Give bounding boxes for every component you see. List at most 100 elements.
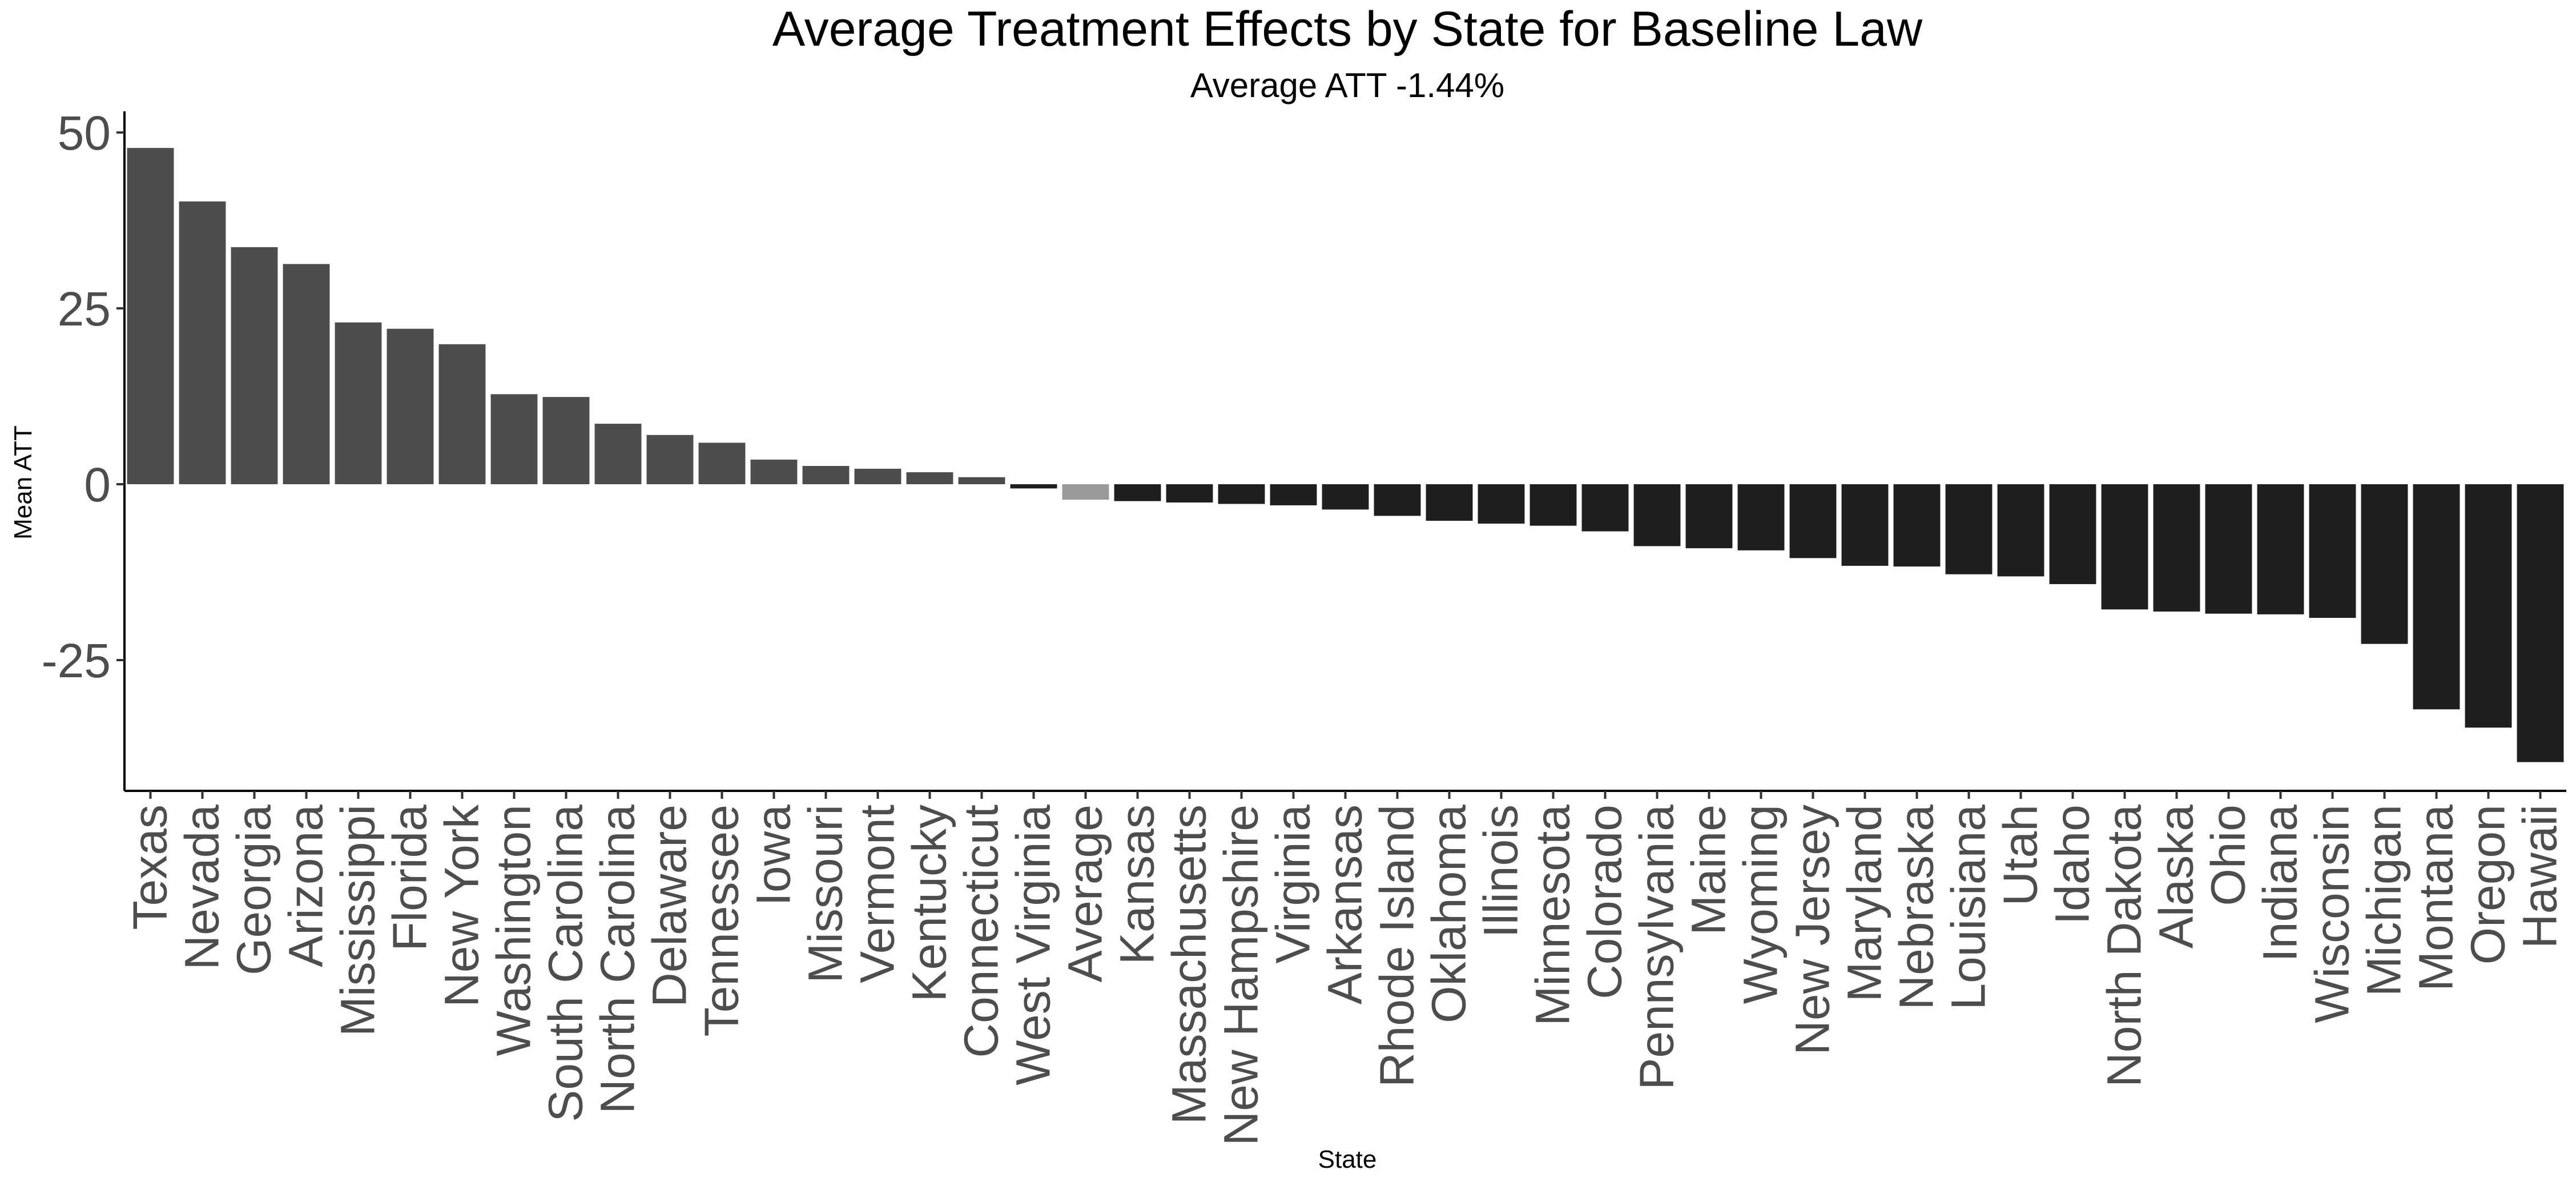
x-tick-label-wisconsin: Wisconsin xyxy=(2305,805,2359,1023)
x-tick-label-idaho: Idaho xyxy=(2046,805,2099,924)
bar-maine xyxy=(1685,484,1733,549)
bar-montana xyxy=(2413,484,2460,710)
x-tick-label-arkansas: Arkansas xyxy=(1318,805,1372,1004)
bar-west-virginia xyxy=(1010,484,1057,489)
bar-tennessee xyxy=(698,443,746,484)
x-tick-label-new-york: New York xyxy=(435,804,489,1007)
bar-kentucky xyxy=(906,472,953,484)
x-tick-label-west-virginia: West Virginia xyxy=(1007,805,1060,1086)
bar-north-dakota xyxy=(2101,484,2148,610)
bar-louisiana xyxy=(1945,484,1993,574)
x-tick-label-iowa: Iowa xyxy=(747,805,800,906)
x-tick-label-georgia: Georgia xyxy=(227,805,281,975)
x-axis: TexasNevadaGeorgiaArizonaMississippiFlor… xyxy=(123,790,2567,1146)
bars-layer xyxy=(127,148,2564,762)
bar-alaska xyxy=(2153,484,2200,612)
bar-florida xyxy=(387,328,434,484)
bar-oregon xyxy=(2465,484,2512,728)
x-tick-label-kansas: Kansas xyxy=(1110,805,1164,964)
x-tick-label-arizona: Arizona xyxy=(279,805,333,967)
bar-pennsylvania xyxy=(1633,484,1681,546)
bar-illinois xyxy=(1478,484,1525,524)
bar-wisconsin xyxy=(2309,484,2356,618)
x-tick-label-oklahoma: Oklahoma xyxy=(1422,805,1476,1023)
x-tick-label-indiana: Indiana xyxy=(2253,805,2307,962)
bar-south-carolina xyxy=(542,397,590,484)
y-tick-label: 50 xyxy=(58,106,111,160)
bar-texas xyxy=(127,148,174,485)
x-tick-label-oregon: Oregon xyxy=(2461,805,2515,964)
x-tick-label-illinois: Illinois xyxy=(1474,805,1528,938)
bar-massachusetts xyxy=(1166,484,1213,503)
bar-washington xyxy=(490,394,538,484)
bar-arizona xyxy=(283,264,330,484)
x-tick-label-mississippi: Mississippi xyxy=(331,805,385,1036)
bar-michigan xyxy=(2361,484,2408,644)
x-tick-label-rhode-island: Rhode Island xyxy=(1370,805,1424,1087)
x-tick-label-nebraska: Nebraska xyxy=(1890,805,1943,1010)
x-tick-label-wyoming: Wyoming xyxy=(1734,805,1788,1004)
bar-kansas xyxy=(1114,484,1161,501)
x-tick-label-maryland: Maryland xyxy=(1838,805,1891,1002)
bar-colorado xyxy=(1581,484,1629,532)
bar-ohio xyxy=(2205,484,2252,614)
bar-new-jersey xyxy=(1789,484,1837,558)
x-tick-label-missouri: Missouri xyxy=(799,805,852,983)
chart-subtitle: Average ATT -1.44% xyxy=(1190,66,1504,104)
y-axis: 50 25 0 -25 xyxy=(42,106,126,791)
x-tick-label-connecticut: Connecticut xyxy=(955,805,1008,1058)
x-tick-label-kentucky: Kentucky xyxy=(903,805,956,1002)
x-tick-label-alaska: Alaska xyxy=(2150,805,2203,948)
x-tick-label-louisiana: Louisiana xyxy=(1942,805,1995,1010)
x-tick-label-massachusetts: Massachusetts xyxy=(1162,805,1216,1124)
x-tick-label-new-hampshire: New Hampshire xyxy=(1214,805,1268,1146)
bar-mississippi xyxy=(335,322,382,484)
bar-new-york xyxy=(438,344,486,484)
bar-iowa xyxy=(750,459,798,484)
bar-vermont xyxy=(854,468,901,484)
x-tick-label-vermont: Vermont xyxy=(851,805,904,983)
bar-arkansas xyxy=(1322,484,1369,510)
bar-idaho xyxy=(2049,484,2096,584)
bar-hawaii xyxy=(2517,484,2564,762)
bar-utah xyxy=(1997,484,2044,577)
x-tick-label-florida: Florida xyxy=(383,805,437,951)
bar-nevada xyxy=(179,201,226,484)
x-tick-label-washington: Washington xyxy=(487,805,541,1056)
bar-delaware xyxy=(646,435,694,484)
x-tick-label-utah: Utah xyxy=(1994,805,2047,906)
x-tick-label-maine: Maine xyxy=(1682,805,1736,935)
bar-north-carolina xyxy=(594,424,642,484)
y-tick-label: 25 xyxy=(58,282,111,336)
bar-rhode-island xyxy=(1374,484,1421,516)
x-tick-label-michigan: Michigan xyxy=(2357,805,2411,996)
bar-minnesota xyxy=(1530,484,1577,526)
bar-missouri xyxy=(802,465,850,484)
y-tick-label: 0 xyxy=(84,458,111,512)
bar-average xyxy=(1062,484,1109,500)
x-tick-label-average: Average xyxy=(1058,805,1112,982)
x-tick-label-minnesota: Minnesota xyxy=(1526,805,1580,1026)
x-tick-label-ohio: Ohio xyxy=(2201,805,2255,906)
bar-connecticut xyxy=(958,477,1005,484)
y-tick-label: -25 xyxy=(42,634,111,688)
bar-georgia xyxy=(231,247,278,484)
bar-virginia xyxy=(1270,484,1317,505)
x-tick-label-north-carolina: North Carolina xyxy=(591,805,645,1114)
x-tick-label-delaware: Delaware xyxy=(643,805,697,1007)
x-tick-label-north-dakota: North Dakota xyxy=(2098,805,2151,1087)
chart-title: Average Treatment Effects by State for B… xyxy=(772,2,1923,57)
x-tick-label-new-jersey: New Jersey xyxy=(1786,805,1840,1055)
x-tick-label-colorado: Colorado xyxy=(1578,805,1632,999)
x-tick-label-texas: Texas xyxy=(123,805,177,930)
x-axis-title: State xyxy=(1318,1145,1377,1173)
bar-indiana xyxy=(2257,484,2304,614)
bar-maryland xyxy=(1841,484,1889,566)
y-axis-title: Mean ATT xyxy=(9,425,37,540)
x-tick-label-montana: Montana xyxy=(2409,805,2463,991)
x-tick-label-tennessee: Tennessee xyxy=(695,805,748,1036)
bar-nebraska xyxy=(1893,484,1941,567)
x-tick-label-nevada: Nevada xyxy=(175,805,229,970)
